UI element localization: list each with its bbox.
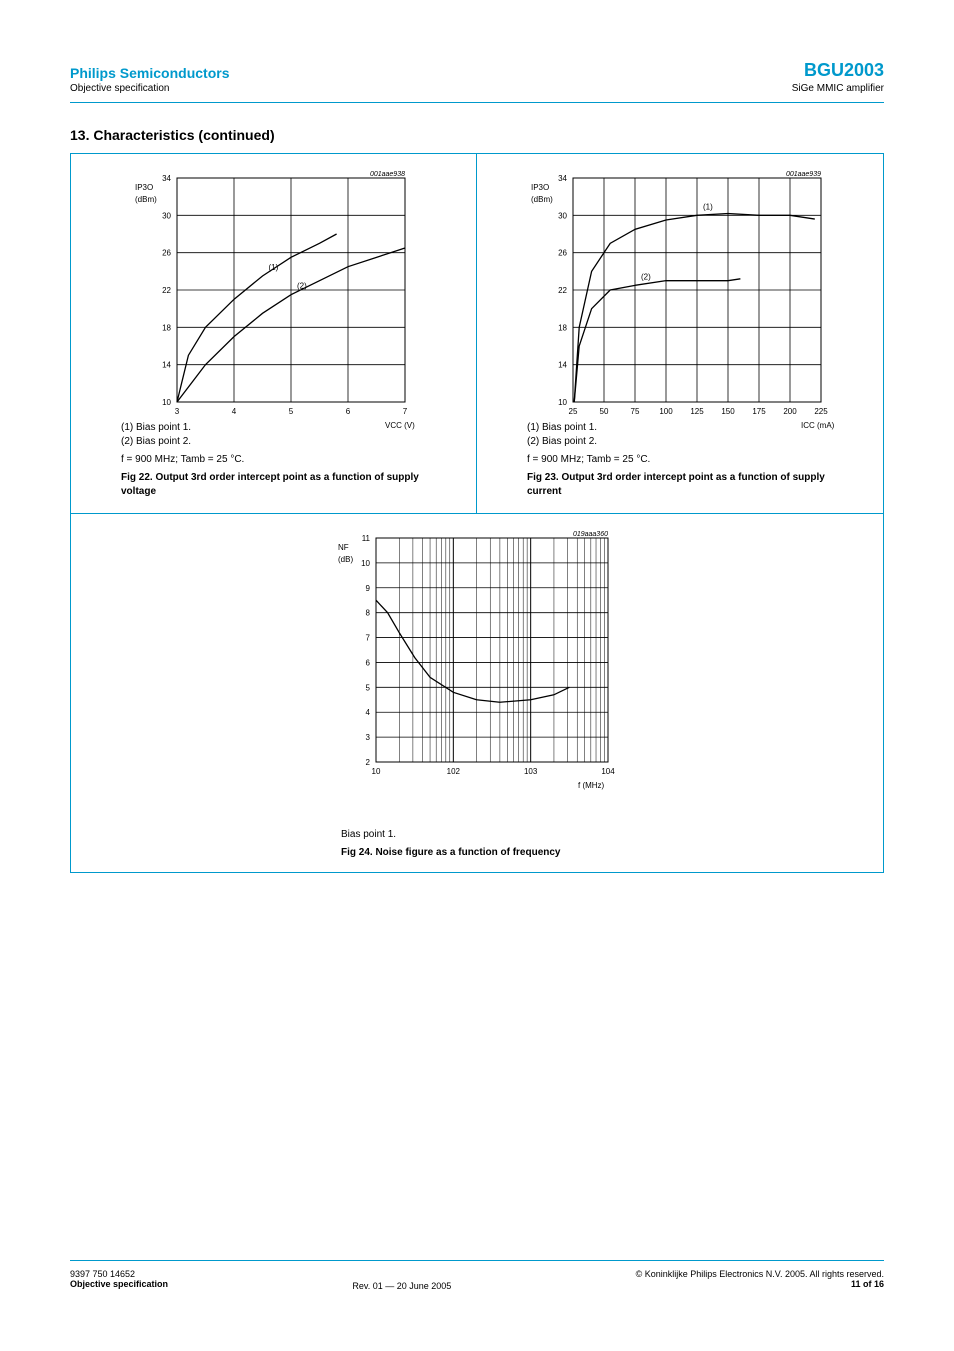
svg-text:10: 10 [162,398,171,407]
page-header: Philips Semiconductors Objective specifi… [70,60,884,103]
svg-text:2: 2 [366,758,371,767]
svg-text:7: 7 [402,407,407,416]
svg-text:50: 50 [600,407,609,416]
svg-text:(dBm): (dBm) [531,195,553,204]
svg-text:175: 175 [752,407,766,416]
svg-text:22: 22 [558,286,567,295]
company-name: Philips Semiconductors [70,65,229,81]
page-footer: 9397 750 14652 Objective specification R… [70,1260,884,1291]
svg-text:34: 34 [162,174,171,183]
footer-page: 11 of 16 [636,1279,884,1289]
svg-text:8: 8 [366,609,371,618]
fig23-cell: 25507510012515017520022510141822263034IC… [477,154,883,514]
svg-text:10: 10 [372,767,381,776]
footer-rev: Rev. 01 — 20 June 2005 [352,1281,451,1291]
product-name: BGU2003 [792,60,884,81]
svg-text:NF: NF [338,543,349,552]
svg-text:6: 6 [366,658,371,667]
fig24-caption: Bias point 1. Fig 24. Noise figure as a … [341,828,613,860]
svg-text:150: 150 [721,407,735,416]
svg-text:103: 103 [524,767,538,776]
svg-text:34: 34 [558,174,567,183]
svg-text:125: 125 [690,407,704,416]
svg-text:14: 14 [558,361,567,370]
svg-text:(dBm): (dBm) [135,195,157,204]
svg-text:18: 18 [558,323,567,332]
svg-text:001aae939: 001aae939 [786,171,821,178]
svg-text:f (MHz): f (MHz) [578,781,605,790]
svg-text:IP3O: IP3O [531,183,549,192]
svg-text:4: 4 [231,407,236,416]
fig22-cell: 3456710141822263034VCC (V)IP3O(dBm)001aa… [71,154,477,514]
svg-text:104: 104 [601,767,615,776]
svg-text:11: 11 [362,534,371,543]
fig23-chart: 25507510012515017520022510141822263034IC… [525,166,835,436]
svg-text:5: 5 [288,407,293,416]
svg-text:4: 4 [366,708,371,717]
svg-text:30: 30 [162,211,171,220]
svg-text:IP3O: IP3O [135,183,153,192]
svg-text:3: 3 [366,733,371,742]
svg-text:5: 5 [366,683,371,692]
svg-text:102: 102 [447,767,461,776]
svg-text:225: 225 [814,407,828,416]
product-desc: SiGe MMIC amplifier [792,83,884,94]
svg-text:(1): (1) [268,263,278,272]
svg-text:(2): (2) [297,282,307,291]
fig22-chart: 3456710141822263034VCC (V)IP3O(dBm)001aa… [129,166,419,436]
svg-text:001aae938: 001aae938 [369,171,404,178]
svg-text:(2): (2) [641,272,651,281]
figure-grid: 3456710141822263034VCC (V)IP3O(dBm)001aa… [70,153,884,873]
fig22-caption: (1) Bias point 1. (2) Bias point 2. f = … [121,421,426,499]
svg-text:14: 14 [162,361,171,370]
svg-text:18: 18 [162,323,171,332]
footer-spec: Objective specification [70,1279,168,1289]
svg-text:100: 100 [659,407,673,416]
svg-text:26: 26 [162,249,171,258]
svg-text:10: 10 [361,559,370,568]
svg-text:22: 22 [162,286,171,295]
svg-text:10: 10 [558,398,567,407]
svg-text:25: 25 [569,407,578,416]
section-title: 13. Characteristics (continued) [70,127,884,143]
footer-copyright: © Koninklijke Philips Electronics N.V. 2… [636,1269,884,1279]
svg-text:75: 75 [631,407,640,416]
svg-text:6: 6 [345,407,350,416]
svg-text:3: 3 [174,407,179,416]
svg-text:(dB): (dB) [338,555,353,564]
fig24-chart: 10 102 103 104 2 3 4 5 6 7 8 9 10 11 f (MHz) NF (dB) 019a… [332,526,622,796]
svg-text:019aaa360: 019aaa360 [573,531,608,538]
doc-type: Objective specification [70,83,229,94]
fig24-cell: 10 102 103 104 2 3 4 5 6 7 8 9 10 11 f (MHz) NF (dB) 019a… [71,514,883,874]
svg-text:26: 26 [558,249,567,258]
svg-text:(1): (1) [703,202,713,211]
svg-text:9: 9 [366,584,371,593]
footer-docid: 9397 750 14652 [70,1269,168,1279]
svg-text:7: 7 [366,634,371,643]
fig23-caption: (1) Bias point 1. (2) Bias point 2. f = … [527,421,833,499]
svg-text:200: 200 [783,407,797,416]
svg-text:30: 30 [558,211,567,220]
